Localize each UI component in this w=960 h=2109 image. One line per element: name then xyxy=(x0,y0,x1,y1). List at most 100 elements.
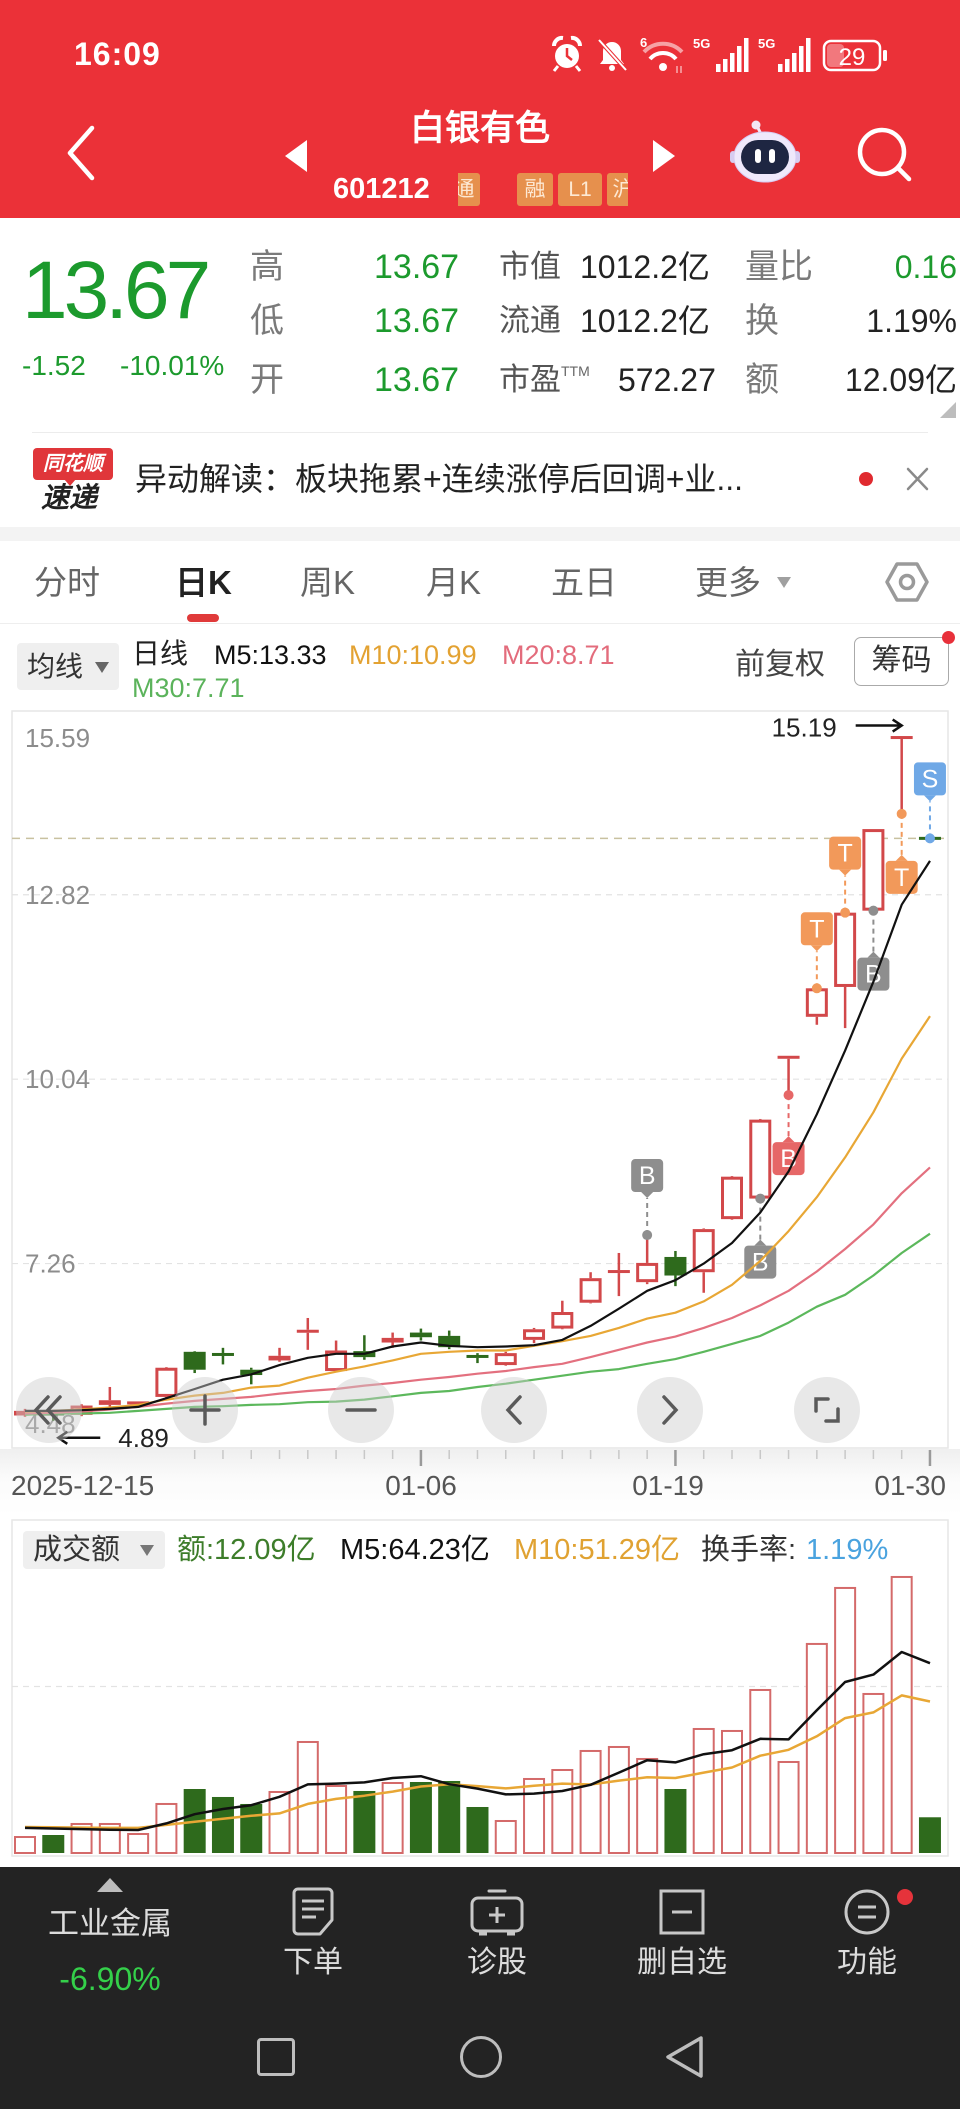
candle[interactable] xyxy=(551,1300,574,1330)
volume-bar[interactable] xyxy=(523,1777,546,1855)
signal-marker-s[interactable]: S xyxy=(913,762,946,844)
volume-bar[interactable] xyxy=(325,1784,348,1854)
volume-bar[interactable] xyxy=(14,1836,36,1855)
volume-bar[interactable] xyxy=(721,1729,743,1855)
signal-marker-b[interactable]: B xyxy=(631,1159,664,1241)
volume-bar[interactable] xyxy=(579,1749,602,1855)
candle[interactable] xyxy=(325,1340,348,1372)
volume-indicator-selector[interactable]: 成交额 xyxy=(23,1531,165,1569)
back-button[interactable] xyxy=(58,124,106,182)
candle[interactable] xyxy=(607,1252,630,1297)
order-button[interactable]: 下单 xyxy=(253,1880,373,1990)
search-button[interactable] xyxy=(852,122,918,188)
system-back-button[interactable] xyxy=(662,2033,708,2081)
volume-bar[interactable] xyxy=(834,1586,857,1855)
candle[interactable] xyxy=(494,1351,517,1366)
signal-marker-b[interactable]: B xyxy=(857,905,890,991)
signal-marker-b[interactable]: B xyxy=(772,1090,805,1176)
volume-bar[interactable] xyxy=(268,1790,291,1854)
candle[interactable] xyxy=(777,1055,800,1096)
volume-bar[interactable] xyxy=(70,1822,93,1854)
volume-bar[interactable] xyxy=(890,1575,913,1854)
candle[interactable] xyxy=(805,988,828,1025)
tab-daily-k[interactable]: 日K xyxy=(175,564,232,601)
scroll-to-start-button[interactable] xyxy=(16,1377,82,1443)
volume-bar[interactable] xyxy=(862,1692,885,1855)
volume-bar[interactable] xyxy=(98,1822,121,1854)
tab-weekly-k[interactable]: 周K xyxy=(300,564,356,601)
volume-bar[interactable] xyxy=(494,1819,517,1855)
candle[interactable] xyxy=(409,1328,432,1341)
signal-marker-b[interactable]: B xyxy=(744,1193,777,1279)
candle[interactable] xyxy=(466,1353,489,1364)
volume-bar[interactable] xyxy=(664,1789,687,1853)
volume-bar[interactable] xyxy=(636,1757,659,1855)
candle[interactable] xyxy=(579,1272,602,1304)
volume-bar[interactable] xyxy=(42,1835,65,1853)
volume-bar[interactable] xyxy=(466,1806,489,1853)
candle[interactable] xyxy=(692,1228,715,1293)
candle[interactable] xyxy=(240,1367,263,1385)
close-news-button[interactable] xyxy=(898,458,938,500)
volume-chart[interactable] xyxy=(0,1515,960,1860)
candle[interactable] xyxy=(834,912,857,1029)
volume-bar[interactable] xyxy=(749,1688,772,1854)
zoom-in-button[interactable] xyxy=(172,1377,238,1443)
candle[interactable] xyxy=(211,1347,234,1365)
sector-button[interactable]: 工业金属 -6.90% xyxy=(10,1872,210,2002)
volume-bar[interactable] xyxy=(438,1780,461,1853)
news-headline[interactable]: 异动解读：板块拖累+连续涨停后回调+业... xyxy=(135,461,744,497)
more-functions-button[interactable]: 功能 xyxy=(807,1880,927,1990)
candle[interactable] xyxy=(98,1386,121,1407)
candle[interactable] xyxy=(636,1235,659,1285)
recent-apps-button[interactable] xyxy=(257,2038,295,2076)
candle[interactable] xyxy=(296,1317,319,1350)
volume-bar[interactable] xyxy=(692,1727,715,1854)
diagnose-button[interactable]: 诊股 xyxy=(437,1880,557,1990)
signal-marker-t[interactable]: T xyxy=(800,912,833,994)
volume-bar[interactable] xyxy=(777,1760,800,1854)
volume-bar[interactable] xyxy=(155,1802,178,1854)
candle[interactable] xyxy=(890,736,913,814)
tab-monthly-k[interactable]: 月K xyxy=(426,564,482,601)
volume-bar[interactable] xyxy=(296,1740,319,1855)
volume-bar[interactable] xyxy=(918,1817,941,1853)
volume-bar[interactable] xyxy=(607,1745,630,1854)
candle[interactable] xyxy=(523,1327,546,1344)
next-stock-button[interactable] xyxy=(653,140,675,172)
fullscreen-button[interactable] xyxy=(794,1377,860,1443)
volume-bar[interactable] xyxy=(409,1781,432,1853)
signal-marker-t[interactable]: T xyxy=(829,836,862,918)
indicator-selector[interactable]: 均线 xyxy=(17,643,119,690)
zoom-out-button[interactable] xyxy=(328,1377,394,1443)
expand-quote-corner[interactable] xyxy=(940,402,956,418)
candle[interactable] xyxy=(268,1347,291,1362)
volume-bar[interactable] xyxy=(127,1832,150,1854)
pan-left-button[interactable] xyxy=(481,1377,547,1443)
chip-distribution-button[interactable]: 筹码 xyxy=(854,637,949,686)
volume-bar[interactable] xyxy=(381,1781,404,1855)
remove-watchlist-button[interactable]: 删自选 xyxy=(617,1880,747,1990)
volume-bar[interactable] xyxy=(805,1642,828,1854)
prev-stock-button[interactable] xyxy=(285,140,307,172)
chart-settings-button[interactable] xyxy=(883,559,931,605)
candle[interactable] xyxy=(721,1176,743,1220)
volume-bar[interactable] xyxy=(353,1790,376,1853)
candle[interactable] xyxy=(862,829,885,913)
pan-right-button[interactable] xyxy=(637,1377,703,1443)
tab-more[interactable]: 更多 xyxy=(695,564,761,601)
volume-bar[interactable] xyxy=(240,1803,263,1853)
candle[interactable] xyxy=(438,1330,461,1350)
signal-anchor-dot xyxy=(840,907,851,918)
signal-marker-t[interactable]: T xyxy=(885,808,918,894)
tab-intraday[interactable]: 分时 xyxy=(34,564,100,601)
volume-bar[interactable] xyxy=(211,1796,234,1853)
candle[interactable] xyxy=(353,1335,376,1360)
price-adjust-toggle[interactable]: 前复权 xyxy=(735,648,825,681)
ai-assistant-button[interactable] xyxy=(730,118,802,186)
candle[interactable] xyxy=(183,1351,206,1374)
tab-five-day[interactable]: 五日 xyxy=(551,564,617,601)
candle[interactable] xyxy=(749,1118,772,1200)
home-button[interactable] xyxy=(460,2036,502,2078)
